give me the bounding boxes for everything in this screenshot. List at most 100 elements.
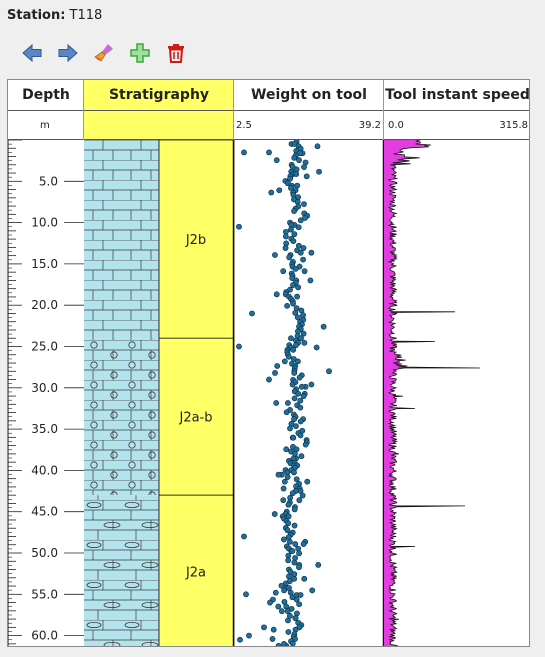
weight-point xyxy=(301,201,307,207)
clear-brush-icon xyxy=(94,44,113,62)
weight-point xyxy=(282,233,289,240)
weight-point xyxy=(267,599,273,606)
weight-point xyxy=(287,425,293,432)
weight-point xyxy=(275,471,282,478)
back-button[interactable] xyxy=(14,38,50,68)
weight-point xyxy=(273,291,280,298)
weight-point xyxy=(294,293,301,300)
add-plus-icon xyxy=(130,43,150,63)
header-divider xyxy=(83,80,84,140)
weight-point xyxy=(236,343,242,350)
weight-point xyxy=(268,189,275,196)
speed-max: 315.8 xyxy=(499,120,528,131)
weight-point xyxy=(291,370,298,376)
weight-point xyxy=(274,363,281,369)
weight-point xyxy=(283,409,290,416)
weight-point xyxy=(296,550,302,557)
weight-point xyxy=(292,541,299,547)
weight-point xyxy=(292,615,299,621)
weight-point xyxy=(292,309,299,316)
weight-point xyxy=(278,582,285,589)
clear-button[interactable] xyxy=(86,38,122,68)
weight-point xyxy=(241,149,247,156)
weight-point xyxy=(299,492,306,499)
weight-point xyxy=(272,252,278,258)
header-divider xyxy=(383,80,384,140)
weight-point xyxy=(288,335,294,342)
weight-point xyxy=(288,185,294,191)
weight-point xyxy=(290,434,297,441)
weight-point xyxy=(300,541,307,547)
weight-point xyxy=(285,617,291,624)
depth-label: 5.0 xyxy=(39,174,58,188)
add-button[interactable] xyxy=(122,38,158,68)
weight-point xyxy=(291,469,297,476)
strat-unit-label: J2a xyxy=(185,566,206,581)
weight-point xyxy=(294,358,301,365)
weight-point xyxy=(269,636,276,642)
depth-unit: m xyxy=(40,120,50,131)
weight-header[interactable]: Weight on tool xyxy=(234,80,384,111)
weight-point xyxy=(284,400,291,406)
forward-button[interactable] xyxy=(50,38,86,68)
weight-point xyxy=(297,397,304,404)
weight-point xyxy=(285,353,292,360)
weight-point xyxy=(285,629,292,635)
weight-point xyxy=(284,302,291,309)
log-tracks: 5.0 10.0 15.0 20.0 25.0 30.0 35.0 40.0 45.0 50.0 5… xyxy=(8,140,481,646)
weight-track xyxy=(236,140,385,646)
depth-track: 5.0 10.0 15.0 20.0 25.0 30.0 35.0 40.0 45.0 50.0 5… xyxy=(8,140,84,646)
weight-scale-row: 2.5 39.2 xyxy=(234,111,384,140)
weight-point xyxy=(241,533,247,540)
weight-point xyxy=(296,601,303,608)
weight-point xyxy=(298,335,304,342)
weight-point xyxy=(296,157,302,164)
speed-fill xyxy=(384,140,480,646)
station-title: Station: T118 xyxy=(7,8,102,23)
weight-point xyxy=(296,374,303,381)
weight-point xyxy=(266,149,272,156)
weight-point xyxy=(314,143,321,150)
weight-point xyxy=(293,171,300,177)
weight-point xyxy=(281,358,288,365)
depth-label: 35.0 xyxy=(31,422,58,436)
weight-point xyxy=(298,383,305,390)
toolbar xyxy=(14,38,194,68)
lithology-block xyxy=(84,495,159,646)
weight-point xyxy=(281,536,287,543)
weight-point xyxy=(291,154,298,161)
depth-label: 15.0 xyxy=(31,257,58,271)
weight-point xyxy=(261,624,267,631)
depth-label: 25.0 xyxy=(31,340,58,354)
depth-label: 30.0 xyxy=(31,381,58,395)
delete-button[interactable] xyxy=(158,38,194,68)
weight-point xyxy=(280,485,287,492)
weight-point xyxy=(290,300,296,307)
weight-point xyxy=(280,268,287,275)
weight-point xyxy=(291,559,298,566)
weight-point xyxy=(249,310,255,317)
weight-point xyxy=(281,640,287,646)
weight-point xyxy=(313,344,320,351)
delete-trash-icon xyxy=(168,44,184,63)
weight-point xyxy=(301,575,308,582)
depth-header: Depth xyxy=(8,80,84,111)
weight-point xyxy=(291,208,297,214)
weight-point xyxy=(286,538,293,545)
weight-point xyxy=(295,284,302,291)
weight-point xyxy=(278,608,285,615)
weight-point xyxy=(288,226,294,233)
strat-unit-label: J2a-b xyxy=(178,411,212,426)
speed-header[interactable]: Tool instant speed xyxy=(384,80,529,111)
weight-point xyxy=(291,506,298,513)
weight-point xyxy=(266,376,272,383)
weight-point xyxy=(285,501,292,508)
weight-point xyxy=(301,164,307,170)
depth-label: 50.0 xyxy=(31,546,58,560)
weight-point xyxy=(302,441,309,448)
weight-point xyxy=(284,474,291,480)
stratigraphy-header[interactable]: Stratigraphy xyxy=(84,80,234,111)
weight-point xyxy=(300,256,306,263)
strat-unit xyxy=(158,337,235,496)
weight-point xyxy=(246,632,252,639)
